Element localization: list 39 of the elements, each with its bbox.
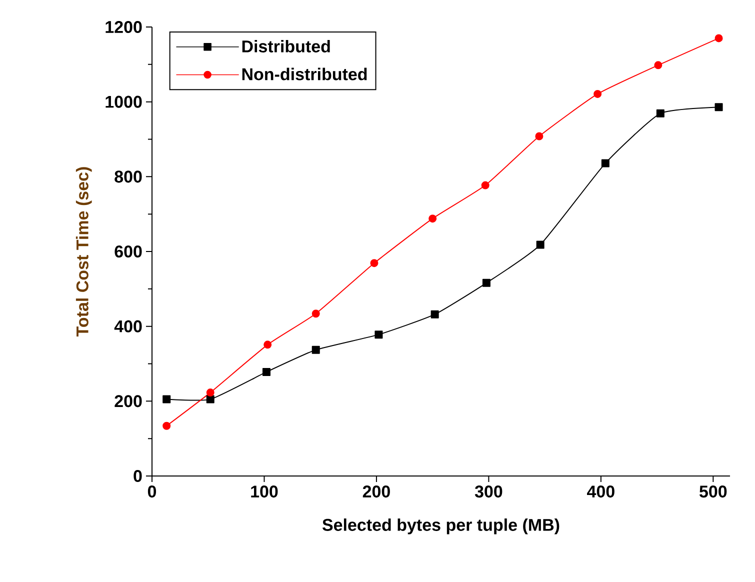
point [535, 132, 544, 140]
y-tick-label: 600 [114, 245, 142, 258]
y-tick-label: 1000 [106, 96, 142, 108]
point [594, 90, 602, 98]
y-tick-label: 400 [114, 320, 142, 332]
point [714, 34, 723, 42]
x-tick-label: 0 [148, 486, 156, 498]
point [601, 159, 610, 168]
point [430, 310, 439, 318]
point [312, 346, 320, 354]
point [428, 214, 437, 223]
point [264, 340, 272, 349]
x-tick-label: 500 [700, 486, 727, 498]
point [312, 310, 320, 318]
x-tick-label: 400 [587, 486, 614, 498]
point [714, 103, 723, 112]
y-tick-label: 0 [134, 470, 142, 482]
legend-label: Distributed [242, 40, 330, 52]
point [656, 109, 664, 118]
x-tick-label: 200 [362, 486, 390, 498]
point [206, 388, 214, 397]
point [162, 422, 171, 430]
point [481, 181, 490, 190]
point [262, 368, 270, 376]
point [370, 259, 378, 268]
point [482, 278, 490, 287]
y-tick-label: 200 [114, 395, 142, 408]
point [206, 395, 214, 404]
legend-label: Non-distributed [242, 68, 367, 80]
x-tick-label: 300 [474, 486, 502, 498]
y-tick-label: 1200 [106, 20, 142, 34]
x-axis-title: Selected bytes per tuple (MB) [322, 518, 560, 534]
point [654, 61, 662, 70]
point [374, 330, 383, 339]
x-tick-label: 100 [251, 486, 278, 498]
y-tick-label: 800 [114, 170, 142, 183]
point [536, 240, 544, 249]
point [162, 395, 171, 404]
y-axis-title: Total Cost Time (sec) [76, 167, 92, 336]
